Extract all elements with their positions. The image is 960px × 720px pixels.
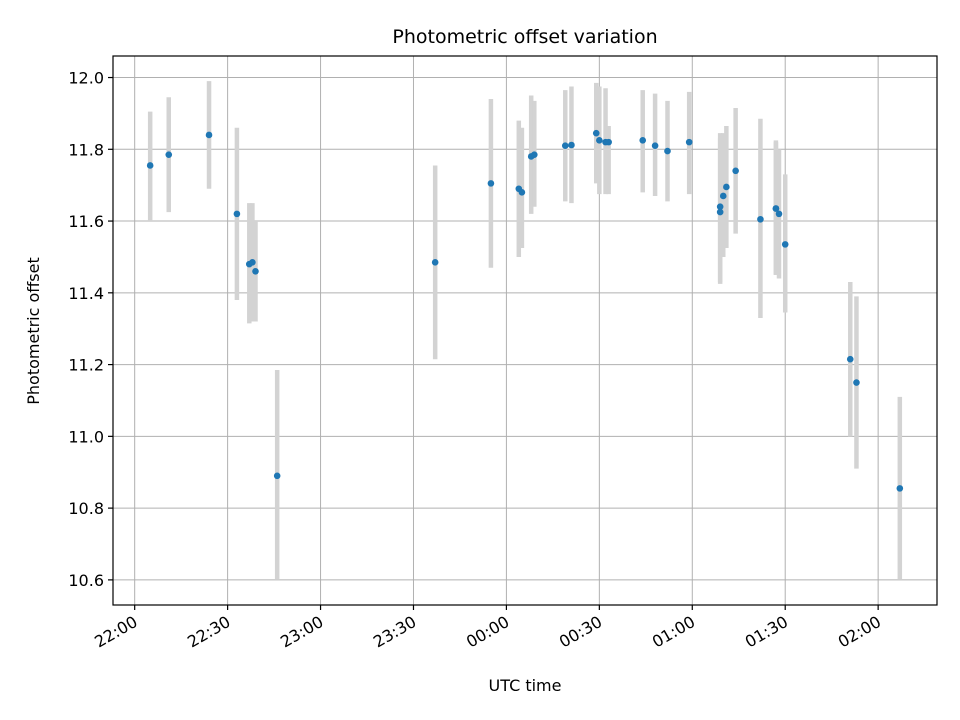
x-tick-label: 23:00: [277, 612, 326, 652]
data-point: [252, 267, 259, 275]
data-point: [273, 472, 281, 480]
data-point: [568, 141, 575, 149]
y-axis-ticks: 10.6 10.8 11.0 11.2 11.4 11.6 11.8 12.0: [68, 69, 113, 590]
data-point: [732, 167, 739, 175]
x-tick-label: 02:00: [835, 612, 884, 652]
y-tick-label: 12.0: [68, 69, 104, 88]
x-tick-label: 01:30: [742, 612, 791, 652]
y-tick-label: 11.8: [68, 140, 104, 159]
x-tick-label: 22:30: [184, 612, 233, 652]
data-point: [205, 131, 213, 139]
data-point: [165, 151, 173, 158]
y-tick-label: 11.6: [68, 212, 104, 231]
data-point: [561, 142, 569, 150]
x-tick-label: 23:30: [370, 612, 419, 652]
data-point: [249, 259, 256, 266]
data-points: [146, 129, 904, 492]
y-tick-label: 11.0: [68, 427, 104, 446]
y-tick-label: 10.6: [68, 571, 104, 590]
data-point: [530, 151, 538, 158]
data-point: [596, 137, 603, 144]
data-point: [896, 485, 904, 492]
y-tick-label: 11.4: [68, 284, 104, 303]
data-point: [772, 205, 780, 212]
y-tick-label: 10.8: [68, 499, 104, 518]
x-tick-label: 00:30: [556, 612, 605, 652]
data-point: [685, 138, 693, 146]
y-axis-label: Photometric offset: [24, 257, 43, 405]
x-axis-label: UTC time: [489, 676, 562, 695]
data-point: [651, 142, 659, 150]
x-tick-label: 01:00: [649, 612, 698, 652]
x-axis-ticks: 22:00 22:30 23:00 23:30 00:00 00:30 01:00 01:30…: [91, 605, 884, 652]
error-bars: [147, 81, 903, 580]
data-point: [605, 138, 612, 146]
x-tick-label: 22:00: [91, 612, 140, 652]
data-point: [146, 162, 154, 169]
data-point: [781, 241, 789, 248]
data-point: [719, 192, 727, 200]
data-point: [592, 129, 600, 137]
data-point: [664, 147, 671, 155]
chart-title: Photometric offset variation: [392, 26, 657, 48]
data-point: [723, 183, 730, 191]
data-point: [775, 210, 783, 218]
data-point: [846, 355, 854, 363]
x-tick-label: 00:00: [463, 612, 512, 652]
data-point: [233, 210, 241, 218]
data-point: [757, 215, 764, 223]
data-point: [853, 379, 860, 386]
data-point: [639, 137, 647, 144]
data-point: [716, 203, 724, 211]
data-point: [716, 208, 724, 216]
data-point: [518, 189, 526, 196]
y-tick-label: 11.2: [68, 356, 104, 375]
plot-area-frame: [112, 55, 938, 606]
data-point: [431, 259, 439, 266]
data-point: [487, 180, 495, 187]
